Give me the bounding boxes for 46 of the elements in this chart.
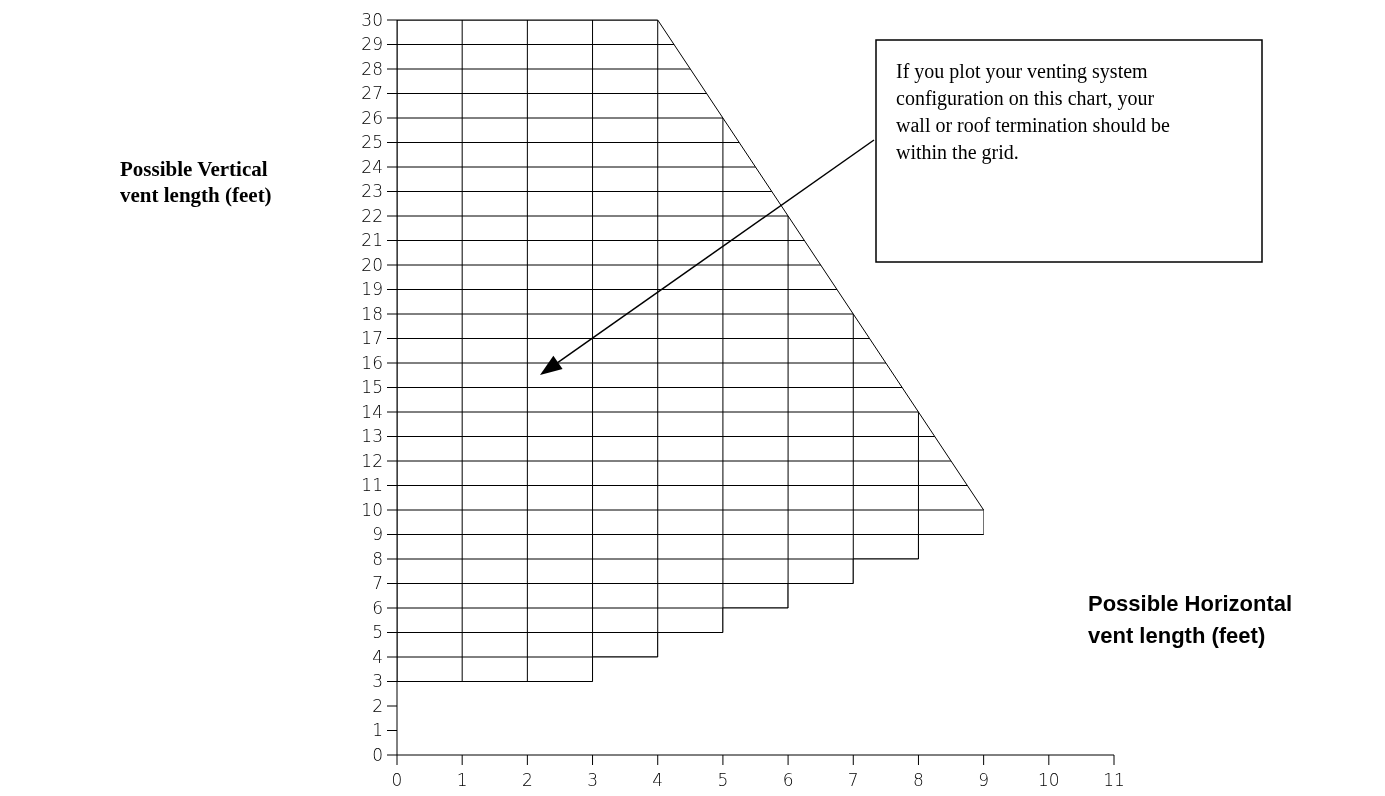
x-tick-label: 1 — [456, 770, 468, 790]
y-tick-label: 18 — [361, 303, 383, 324]
x-tick-label: 11 — [1103, 770, 1125, 790]
y-tick-label: 29 — [361, 34, 383, 55]
y-tick-label: 11 — [361, 475, 383, 496]
x-tick-label: 2 — [521, 770, 533, 790]
x-tick-label: 4 — [652, 770, 664, 790]
y-tick-label: 22 — [361, 205, 383, 226]
y-tick-label: 13 — [361, 426, 383, 447]
x-tick-label: 3 — [587, 770, 598, 790]
y-tick-label: 16 — [361, 352, 383, 373]
y-tick-label: 17 — [361, 328, 383, 349]
x-tick-label: 8 — [913, 770, 924, 790]
y-tick-label: 10 — [361, 499, 383, 520]
y-tick-label: 9 — [372, 524, 383, 545]
annotation: If you plot your venting system configuration on this chart, your wall or roof termination should be within the grid. — [896, 59, 1171, 166]
y-tick-label: 12 — [361, 450, 383, 471]
y-tick-label: 5 — [372, 622, 383, 643]
y-tick-label: 1 — [372, 720, 383, 741]
y-tick-label: 7 — [372, 573, 383, 594]
y-tick-label: 4 — [372, 646, 383, 667]
y-tick-label: 26 — [361, 107, 383, 128]
y-tick-label: 6 — [372, 597, 383, 618]
y-tick-label: 23 — [361, 181, 383, 202]
x-tick-label: 10 — [1038, 770, 1060, 790]
y-tick-label: 14 — [361, 401, 383, 422]
y-tick-label: 8 — [372, 548, 383, 569]
y-tick-label: 25 — [361, 132, 383, 153]
y-tick-label: 0 — [372, 744, 383, 765]
y-axis-title: Possible Vertical vent length (feet) — [120, 156, 273, 208]
y-tick-label: 19 — [361, 279, 383, 300]
y-tick-label: 28 — [361, 58, 383, 79]
y-tick-label: 2 — [372, 695, 383, 716]
y-tick-label: 24 — [361, 156, 383, 177]
x-tick-label: 5 — [717, 770, 729, 790]
x-tick-label: 9 — [978, 770, 990, 790]
y-tick-label: 20 — [361, 254, 383, 275]
y-tick-label: 30 — [361, 9, 383, 30]
y-tick-label: 15 — [361, 377, 383, 398]
y-tick-label: 27 — [361, 83, 383, 104]
y-tick-label: 21 — [361, 230, 383, 251]
x-tick-label: 7 — [847, 770, 859, 790]
x-tick-label: 6 — [782, 770, 794, 790]
y-tick-label: 3 — [372, 671, 383, 692]
x-axis-title: Possible Horizontal vent length (feet) — [1088, 590, 1294, 650]
x-tick-label: 0 — [391, 770, 403, 790]
